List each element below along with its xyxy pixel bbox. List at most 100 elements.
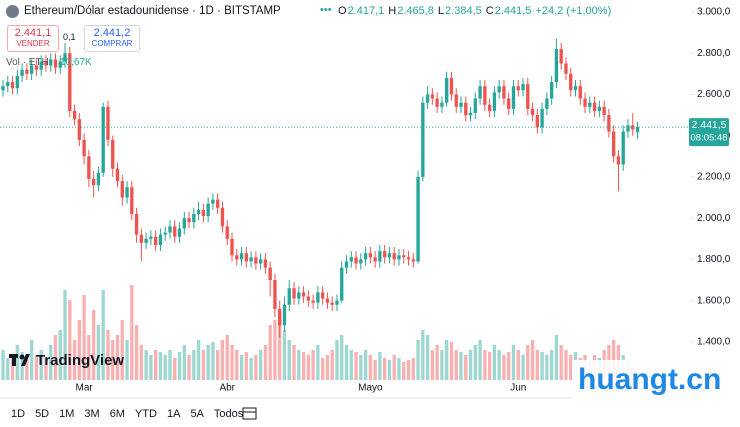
candle-body xyxy=(507,98,511,109)
candle-body xyxy=(616,156,621,165)
sell-label: VENDER xyxy=(16,39,50,48)
volume-bar xyxy=(29,340,34,380)
candle-body xyxy=(87,156,91,179)
volume-bar xyxy=(44,358,48,380)
range-button[interactable]: 1D xyxy=(11,408,26,420)
candle-body xyxy=(626,125,630,132)
chart-title: Ethereum/Dólar estadounidense · 1D · BIT… xyxy=(24,5,281,17)
volume-bar xyxy=(225,335,229,380)
candle-body xyxy=(239,253,244,260)
volume-bar xyxy=(230,345,234,380)
candle-body xyxy=(158,234,163,245)
candle-body xyxy=(535,115,540,128)
volume-bar xyxy=(569,355,573,380)
volume-bar xyxy=(368,355,373,380)
candle-body xyxy=(182,218,186,229)
calendar-icon[interactable] xyxy=(242,407,257,420)
volume-bar xyxy=(497,350,501,380)
volume-bar xyxy=(478,340,482,380)
y-tick-label: 2.800,0 xyxy=(697,48,731,59)
candle-body xyxy=(373,257,377,262)
volume-bar xyxy=(430,350,435,380)
volume-bar xyxy=(483,350,487,380)
volume-bar xyxy=(316,345,320,380)
candle-body xyxy=(192,214,196,223)
volume-bar xyxy=(397,358,401,380)
candle-body xyxy=(387,253,392,258)
volume-bar xyxy=(72,340,77,380)
candle-body xyxy=(320,292,325,299)
volume-bar xyxy=(154,350,158,380)
volume-bar xyxy=(187,355,191,380)
volume-bar xyxy=(435,345,439,380)
volume-bar xyxy=(320,358,325,380)
volume-bar xyxy=(77,320,82,380)
last-price-tag xyxy=(689,118,729,147)
volume-bar xyxy=(244,352,248,380)
sell-button[interactable]: 2.441,1 VENDER xyxy=(7,25,59,52)
candle-body xyxy=(588,102,592,107)
candle-body xyxy=(435,98,439,107)
volume-bar xyxy=(68,300,72,380)
candle-body xyxy=(511,86,516,109)
volume-bar xyxy=(473,345,477,380)
watermark: huangt.cn xyxy=(578,363,721,396)
candle-body xyxy=(583,98,587,107)
volume-bar xyxy=(464,355,468,380)
volume-bar xyxy=(96,325,101,380)
range-button[interactable]: 5D xyxy=(35,408,50,420)
volume-bar xyxy=(173,358,177,380)
volume-bar xyxy=(87,335,91,380)
spread: 0,1 xyxy=(63,32,76,42)
volume-bar xyxy=(82,295,86,380)
range-button[interactable]: 1A xyxy=(166,408,181,420)
volume-bar xyxy=(425,335,430,380)
volume-bar xyxy=(559,345,563,380)
volume-bar xyxy=(1,350,5,380)
candle-body xyxy=(325,298,330,303)
candle-body xyxy=(549,82,554,99)
candle-body xyxy=(335,300,339,305)
brand: TradingView xyxy=(36,352,124,369)
volume-bar xyxy=(545,355,549,380)
candle-body xyxy=(91,178,96,186)
buy-button[interactable]: 2.441,2 COMPRAR xyxy=(84,25,140,52)
volume-bar xyxy=(106,330,110,380)
volume-bar xyxy=(182,345,186,380)
range-button[interactable]: 1M xyxy=(59,408,75,420)
ohlc-change: +24,2 (+1,00%) xyxy=(535,5,612,17)
candle-body xyxy=(445,77,449,103)
volume-bar xyxy=(416,340,420,380)
volume-bar xyxy=(406,360,411,380)
range-button[interactable]: 6M xyxy=(109,408,125,420)
volume-bar xyxy=(263,345,268,380)
candle-body xyxy=(125,187,129,198)
range-button[interactable]: 3M xyxy=(84,408,100,420)
volume-bar xyxy=(492,345,497,380)
y-tick-label: 1.800,0 xyxy=(697,254,731,265)
countdown: 08:05:48 xyxy=(691,133,728,144)
candle-body xyxy=(468,112,473,116)
range-button[interactable]: YTD xyxy=(134,408,157,420)
candle-body xyxy=(211,199,215,204)
ohlc-value: 2.384,5 xyxy=(445,5,482,17)
volume-bar xyxy=(10,355,15,380)
candle-body xyxy=(106,106,110,140)
candle-body xyxy=(111,139,115,169)
candle-body xyxy=(592,102,597,111)
range-button[interactable]: 5A xyxy=(190,408,204,420)
volume-bar xyxy=(6,358,10,380)
range-button[interactable]: Todos xyxy=(213,408,244,420)
volume-bar xyxy=(211,342,215,380)
volume-bar xyxy=(335,340,339,380)
candle-body xyxy=(297,292,301,299)
candle-body xyxy=(187,218,191,223)
volume-bar xyxy=(282,330,287,380)
candle-body xyxy=(516,86,520,91)
candle-body xyxy=(492,92,497,111)
buy-label: COMPRAR xyxy=(91,39,133,48)
candle-body xyxy=(225,226,229,239)
candle-body xyxy=(10,82,15,89)
candle-body xyxy=(340,267,344,301)
